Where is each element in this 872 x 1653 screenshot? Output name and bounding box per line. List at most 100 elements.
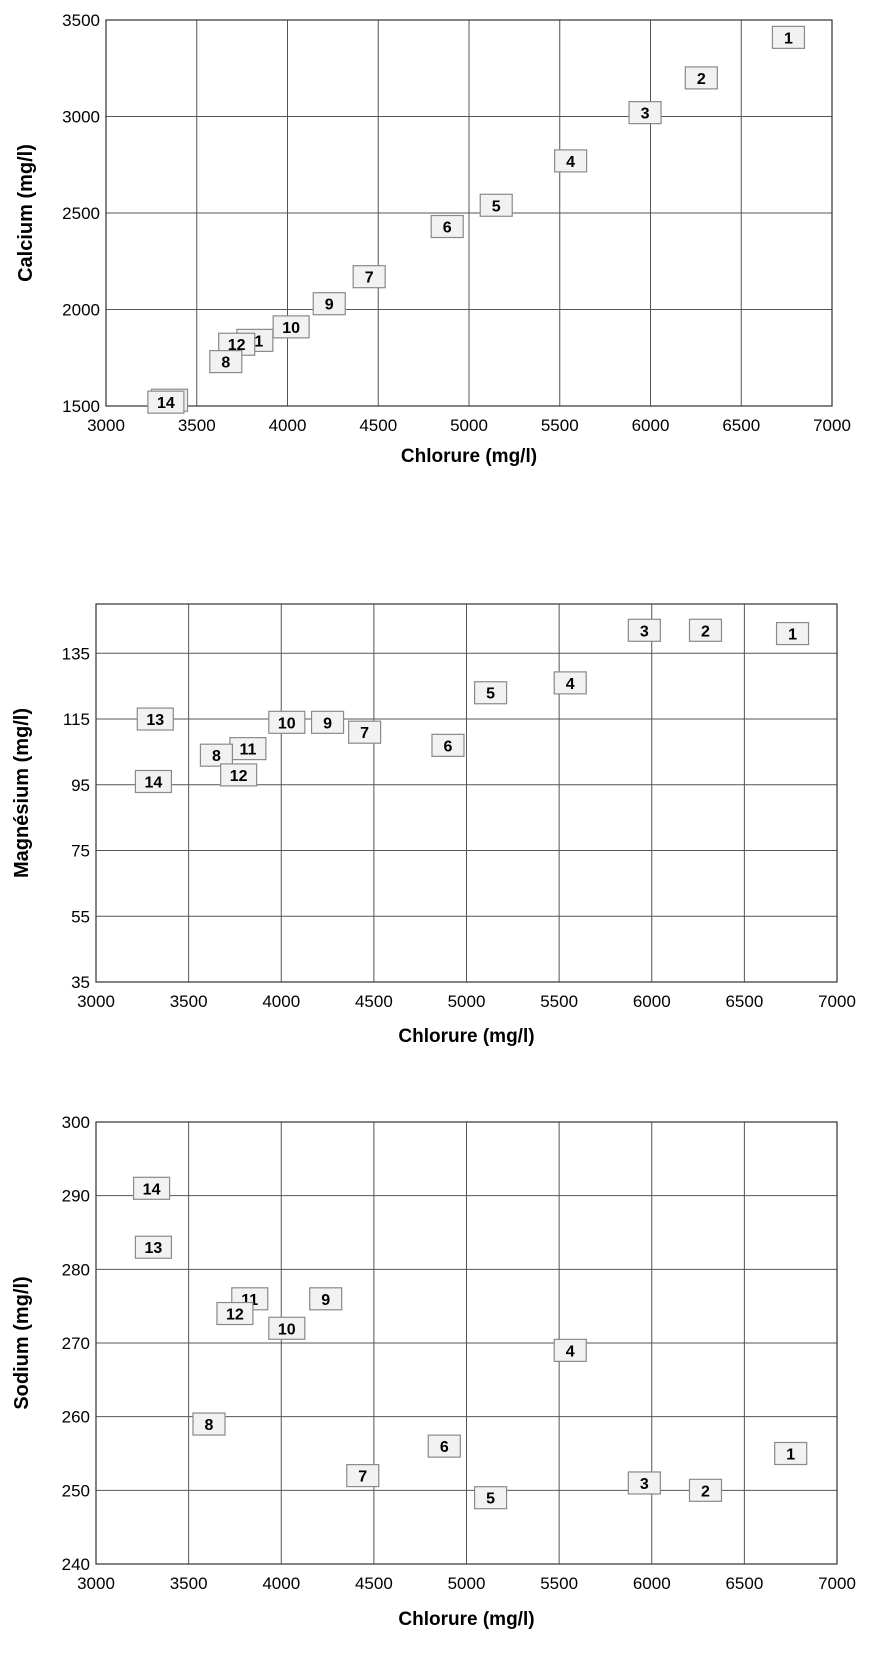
data-point-label: 14 — [145, 774, 163, 791]
data-point-label: 7 — [360, 725, 369, 742]
data-point-box — [136, 707, 174, 731]
data-point-label: 1 — [784, 30, 793, 47]
data-point: 2 — [688, 1478, 723, 1502]
x-tick-label: 5500 — [541, 416, 579, 435]
plot-frame — [105, 19, 833, 407]
data-point: 4 — [553, 671, 587, 695]
data-point: 7 — [346, 1463, 380, 1488]
x-tick-label: 6000 — [632, 416, 670, 435]
x-tick-label: 4000 — [262, 1574, 300, 1593]
data-point-label: 7 — [365, 270, 374, 287]
data-point-box — [775, 621, 810, 646]
data-point: 10 — [268, 710, 306, 734]
data-point-box — [132, 1176, 171, 1200]
plot-frame — [95, 603, 838, 983]
data-point-label: 10 — [278, 1321, 296, 1338]
data-point: 10 — [272, 315, 310, 339]
data-point-label: 6 — [443, 220, 452, 237]
x-tick-label: 6500 — [725, 992, 763, 1011]
y-tick-label: 1500 — [62, 397, 100, 416]
y-tick-label: 270 — [62, 1334, 90, 1353]
data-point: 5 — [479, 193, 513, 217]
data-point-box — [147, 390, 185, 414]
data-point-box — [209, 350, 243, 374]
x-tick-label: 3000 — [87, 416, 125, 435]
x-tick-label: 3000 — [77, 992, 115, 1011]
data-point: 6 — [431, 733, 465, 757]
data-point-box — [216, 1301, 254, 1326]
data-point-label: 3 — [640, 1476, 649, 1493]
data-point: 10 — [268, 1316, 306, 1340]
data-point-box — [352, 265, 386, 289]
data-point-box — [348, 720, 382, 744]
data-point: 14 — [147, 390, 185, 414]
chart-3: 3000 3500 4000 4500 5000 5500 6000 6500 7000 240 2… — [11, 1113, 856, 1630]
y-tick-label: 115 — [63, 710, 90, 729]
x-tick-label: 4500 — [359, 416, 397, 435]
x-tick-label: 3500 — [170, 992, 208, 1011]
x-tick-label: 6000 — [633, 992, 671, 1011]
data-point-label: 14 — [157, 395, 175, 412]
y-tick-label: 260 — [62, 1408, 90, 1427]
data-point-label: 8 — [205, 1417, 214, 1434]
x-axis-label: Chlorure (mg/l) — [401, 446, 537, 467]
data-point-box — [427, 1434, 461, 1458]
data-point-label: 12 — [228, 337, 246, 354]
data-point: 14 — [132, 1176, 171, 1200]
data-point: 7 — [348, 720, 382, 744]
data-point-box — [688, 1478, 723, 1502]
x-axis-label: Chlorure (mg/l) — [398, 1609, 534, 1630]
x-tick-label: 5000 — [448, 992, 486, 1011]
y-tick-label: 3000 — [62, 108, 100, 127]
data-point-label: 8 — [212, 748, 221, 765]
data-point: 11 — [229, 737, 267, 761]
data-point-label: 7 — [358, 1469, 367, 1486]
data-point-box — [628, 101, 662, 125]
data-point-label: 12 — [230, 768, 248, 785]
data-point-box — [554, 149, 588, 173]
data-point: 4 — [553, 1338, 587, 1362]
data-point-box — [771, 25, 806, 49]
x-tick-label: 6500 — [722, 416, 760, 435]
x-tick-label: 3000 — [77, 1574, 115, 1593]
y-tick-label: 280 — [62, 1260, 90, 1279]
y-tick-label: 2000 — [62, 301, 100, 320]
data-point-label: 8 — [221, 355, 230, 372]
data-point: 12 — [220, 763, 258, 787]
data-point-label: 13 — [145, 1240, 163, 1257]
data-point-label: 14 — [143, 1181, 161, 1198]
data-point-label: 5 — [486, 686, 495, 703]
y-tick-label: 95 — [71, 776, 90, 795]
data-point-box — [310, 710, 345, 734]
data-point-label: 5 — [492, 198, 501, 215]
x-tick-label: 4500 — [355, 1574, 393, 1593]
data-point-box — [684, 66, 718, 90]
data-point-box — [688, 618, 723, 642]
data-point-label: 10 — [282, 320, 300, 337]
data-point: 6 — [430, 214, 464, 239]
x-axis-label: Chlorure (mg/l) — [398, 1026, 534, 1047]
data-point-box — [220, 763, 258, 787]
data-point-box — [272, 315, 310, 339]
y-tick-label: 2500 — [62, 204, 100, 223]
x-tick-label: 7000 — [818, 992, 856, 1011]
data-point: 14 — [134, 769, 173, 794]
x-tick-label: 4000 — [262, 992, 300, 1011]
y-tick-label: 300 — [62, 1113, 90, 1132]
data-point: 12 — [218, 332, 256, 356]
data-point: 5 — [473, 681, 508, 705]
data-point-label: 2 — [701, 623, 710, 640]
y-axis-label: Magnésium (mg/l) — [11, 708, 33, 878]
y-tick-label: 75 — [71, 842, 90, 861]
x-tick-label: 6000 — [633, 1574, 671, 1593]
data-point: 13 — [134, 1235, 173, 1259]
data-point-label: 9 — [323, 715, 332, 732]
data-point-label: 1 — [786, 1447, 795, 1464]
data-point: 1 — [771, 25, 806, 49]
x-tick-label: 3500 — [178, 416, 216, 435]
data-point-label: 9 — [325, 297, 334, 314]
data-point-label: 5 — [486, 1491, 495, 1508]
data-point: 4 — [554, 149, 588, 173]
data-point-label: 1 — [788, 627, 797, 644]
x-tick-label: 6500 — [725, 1574, 763, 1593]
